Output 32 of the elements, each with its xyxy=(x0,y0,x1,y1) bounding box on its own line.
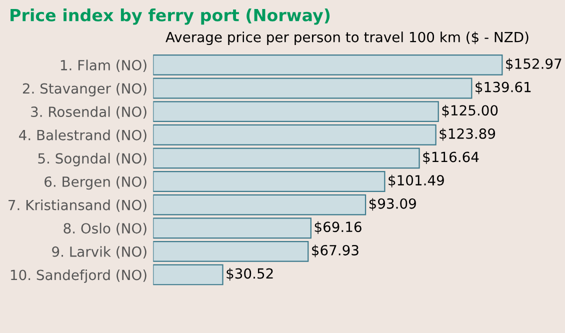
data-label: $67.93 xyxy=(312,244,358,258)
y-tick-label: 4. Balestrand (NO) xyxy=(19,130,146,142)
y-tick-label: 3. Rosendal (NO) xyxy=(31,106,146,119)
bar xyxy=(153,218,312,239)
bar xyxy=(153,264,224,286)
chart-title: Price index by ferry port (Norway) xyxy=(10,8,330,25)
bar xyxy=(153,124,436,146)
y-tick-label: 2. Stavanger (NO) xyxy=(22,82,146,96)
y-tick-label: 1. Flam (NO) xyxy=(60,60,146,72)
chart-subtitle: Average price per person to travel 100 km ($ - NZD) xyxy=(166,32,528,46)
data-label: $125.00 xyxy=(442,104,498,118)
bar xyxy=(153,171,386,192)
data-label: $30.52 xyxy=(226,268,273,281)
data-label: $93.09 xyxy=(369,198,416,211)
bar xyxy=(153,194,366,216)
bar xyxy=(153,54,503,76)
bar xyxy=(153,78,472,99)
bar xyxy=(153,101,439,122)
bar xyxy=(153,148,420,169)
y-tick-label: 6. Bergen (NO) xyxy=(44,176,146,190)
data-label: $123.89 xyxy=(440,128,496,141)
y-tick-label: 9. Larvik (NO) xyxy=(52,246,146,259)
y-tick-label: 8. Oslo (NO) xyxy=(64,222,146,236)
y-tick-label: 5. Sogndal (NO) xyxy=(38,152,146,166)
data-label: $139.61 xyxy=(476,82,531,94)
data-label: $116.64 xyxy=(423,151,479,164)
y-tick-label: 10. Sandefjord (NO) xyxy=(10,269,146,283)
data-label: $69.16 xyxy=(314,221,362,234)
data-label: $152.97 xyxy=(506,58,562,71)
data-label: $101.49 xyxy=(388,174,444,188)
y-tick-label: 7. Kristiansand (NO) xyxy=(8,200,146,212)
bar xyxy=(153,240,309,262)
